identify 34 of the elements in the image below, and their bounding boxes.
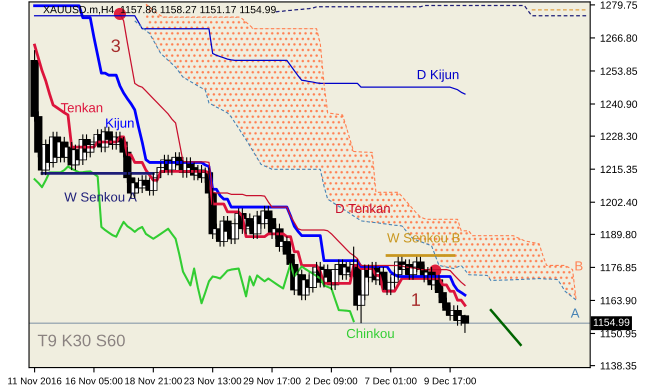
series-label: Kijun xyxy=(106,118,134,130)
x-tick-label: 16 Nov 05:00 xyxy=(66,378,122,384)
series-label: D Kijun xyxy=(418,70,458,82)
y-tick-label: 1202.40 xyxy=(600,198,638,206)
x-tick-label: 11 Nov 2016 xyxy=(8,378,62,384)
series-label: W Senkou B xyxy=(387,232,460,242)
series-label: Chinkou xyxy=(346,328,394,338)
y-tick-label: 1253.85 xyxy=(600,67,638,75)
y-tick-label: 1189.80 xyxy=(600,230,636,238)
x-tick-label: 18 Nov 21:00 xyxy=(125,378,182,384)
ref-line-label: 1154.99 xyxy=(594,318,630,326)
x-tick-label: 23 Nov 13:00 xyxy=(184,378,242,384)
annotation: T9 K30 S60 xyxy=(38,334,125,346)
series-label: A xyxy=(570,308,580,318)
y-tick-label: 1176.85 xyxy=(600,264,636,272)
x-tick-label: 2 Dec 09:00 xyxy=(306,378,358,384)
line-series xyxy=(490,308,522,346)
series-label: B xyxy=(575,261,583,270)
line-series xyxy=(275,4,588,16)
series-label: Tenkan xyxy=(60,102,102,112)
y-tick-label: 1266.80 xyxy=(600,34,638,42)
y-tick-label: 1215.35 xyxy=(600,166,638,174)
y-tick-label: 1138.35 xyxy=(600,362,636,370)
series-label: D Tenkan xyxy=(336,203,390,214)
y-tick-label: 1150.95 xyxy=(600,330,636,338)
x-tick-label: 29 Nov 17:00 xyxy=(244,378,301,384)
y-tick-label: 1240.90 xyxy=(600,100,638,108)
y-tick-label: 1228.30 xyxy=(600,132,638,140)
x-tick-label: 7 Dec 01:00 xyxy=(365,378,417,384)
x-tick-label: 9 Dec 17:00 xyxy=(424,378,476,384)
y-tick-label: 1163.90 xyxy=(600,296,636,304)
annotation: 1 xyxy=(412,293,420,306)
y-tick-label: 1279.75 xyxy=(600,1,638,9)
annotation: 3 xyxy=(111,39,120,52)
